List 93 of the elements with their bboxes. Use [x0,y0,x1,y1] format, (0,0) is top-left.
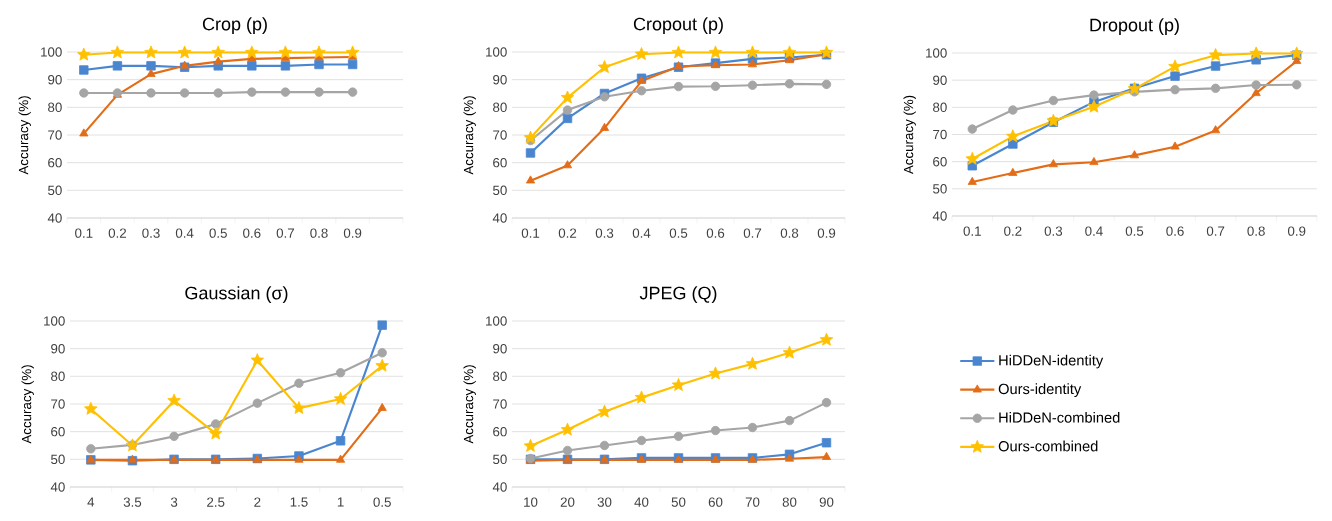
x-tick-label: 0.4 [1085,226,1103,236]
y-tick-label: 70 [493,399,507,409]
x-tick-label: 0.5 [669,228,688,238]
chart-title: JPEG (Q) [639,286,717,303]
y-tick-label: 80 [493,371,507,382]
chart-title: Gaussian (σ) [185,286,288,303]
y-axis-title: Accuracy (%) [18,96,31,175]
x-tick-label: 80 [782,497,797,507]
y-tick-label: 50 [51,454,65,465]
x-tick-label: 60 [708,497,723,507]
x-tick-label: 0.3 [1044,226,1063,236]
y-tick-label: 90 [48,74,62,85]
y-tick-label: 60 [48,157,62,168]
x-tick-label: 2 [254,497,261,507]
x-tick-label: 0.3 [142,228,160,238]
y-tick-label: 40 [492,482,507,492]
y-tick-label: 50 [493,454,507,465]
y-tick-label: 80 [493,102,507,113]
y-tick-label: 90 [933,75,947,85]
x-tick-label: 90 [819,497,834,507]
x-tick-label: 0.5 [1125,226,1144,236]
y-axis-title: Accuracy (%) [903,95,916,175]
y-axis-title: Accuracy (%) [463,365,476,444]
x-tick-label: 0.2 [558,228,577,238]
x-tick-label: 10 [524,497,538,507]
y-tick-label: 100 [41,47,62,57]
x-tick-label: 0.1 [963,226,981,236]
y-tick-label: 90 [493,343,507,354]
x-tick-label: 0.3 [595,228,614,238]
y-tick-label: 100 [486,316,507,326]
x-tick-label: 0.7 [743,228,762,238]
x-tick-label: 0.7 [1206,226,1225,236]
x-tick-label: 0.1 [521,228,540,238]
x-tick-label: 0.1 [75,228,93,238]
x-tick-label: 0.8 [780,228,799,238]
x-tick-label: 30 [597,497,612,507]
y-tick-label: 40 [492,213,507,223]
x-tick-label: 50 [671,497,686,507]
y-tick-label: 40 [932,211,947,221]
y-tick-label: 90 [493,74,507,85]
legend-label: Ours-identity [998,383,1082,398]
y-tick-label: 70 [51,399,65,409]
y-tick-label: 100 [926,48,947,58]
x-tick-label: 20 [560,497,575,507]
x-tick-label: 0.7 [276,228,295,238]
x-tick-label: 2.5 [207,497,225,507]
y-tick-label: 70 [493,130,507,140]
y-tick-label: 80 [51,371,65,382]
y-tick-label: 70 [933,129,947,140]
chart-title: Cropout (p) [633,17,723,34]
x-tick-label: 0.4 [175,228,194,238]
y-tick-label: 90 [51,343,65,354]
x-tick-label: 0.2 [1004,226,1022,236]
y-tick-label: 40 [47,213,62,223]
x-tick-label: 0.9 [817,228,836,238]
chart-title: Dropout (p) [1090,18,1179,35]
legend-label: Ours-combined [998,440,1098,452]
x-tick-label: 0.2 [108,228,127,238]
y-tick-label: 60 [51,426,65,437]
x-tick-label: 0.4 [632,228,651,238]
x-tick-label: 40 [634,497,649,507]
y-tick-label: 100 [486,47,507,57]
x-tick-label: 4 [87,497,95,507]
x-tick-label: 0.9 [343,228,362,238]
y-tick-label: 70 [48,130,62,140]
legend-label: HiDDeN-combined [999,412,1120,423]
y-tick-label: 50 [933,184,947,194]
y-tick-label: 40 [50,482,65,492]
y-tick-label: 50 [493,185,507,196]
y-axis-title: Accuracy (%) [463,96,476,175]
x-tick-label: 0.8 [1247,226,1265,236]
y-tick-label: 50 [48,185,62,196]
y-tick-label: 60 [493,426,507,437]
x-tick-label: 0.8 [310,228,328,238]
y-axis-title: Accuracy (%) [21,365,34,444]
y-tick-label: 100 [44,316,65,326]
x-tick-label: 0.6 [1166,226,1184,236]
chart-title: Crop (p) [202,17,267,34]
x-tick-label: 0.9 [1287,226,1306,236]
x-tick-label: 0.5 [373,497,391,507]
x-tick-label: 1 [337,497,344,507]
x-tick-label: 3.5 [123,497,142,507]
y-tick-label: 60 [933,156,947,167]
x-tick-label: 3 [170,497,178,507]
x-tick-label: 0.5 [209,228,227,238]
x-tick-label: 1.5 [290,497,308,507]
y-tick-label: 60 [493,157,507,168]
legend-label: HiDDeN-identity [999,354,1104,369]
x-tick-label: 0.6 [706,228,725,238]
x-tick-label: 0.6 [243,228,261,238]
x-tick-label: 70 [745,497,760,507]
y-tick-label: 80 [48,102,62,113]
y-tick-label: 80 [933,102,947,113]
